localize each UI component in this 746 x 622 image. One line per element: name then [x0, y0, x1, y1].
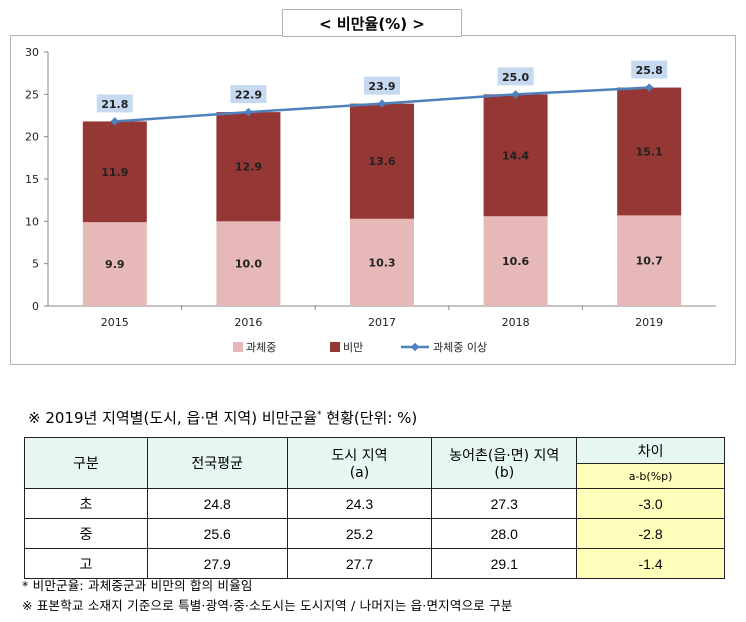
data-label-obese: 15.1: [636, 145, 663, 158]
bar-obese: [216, 112, 281, 222]
line-label-box: [96, 94, 133, 113]
cell-urban: 25.2: [286, 518, 433, 549]
line-data-label: 25.0: [502, 71, 529, 84]
table-title: ※ 2019년 지역별(도시, 읍·면 지역) 비만군율* 현황(단위: %): [28, 409, 418, 427]
bar-overweight: [483, 216, 548, 306]
line-data-label: 22.9: [235, 89, 262, 102]
cell-rural: 29.1: [431, 548, 578, 579]
cell-diff: -1.4: [576, 548, 725, 579]
x-tick-label: 2017: [368, 316, 396, 329]
line-point: [377, 99, 387, 108]
bar-obese: [82, 121, 147, 223]
legend-label: 과체중: [246, 341, 276, 354]
line-label-box: [230, 85, 267, 104]
line-label-box: [631, 60, 668, 79]
x-tick-label: 2019: [635, 316, 663, 329]
legend-swatch: [233, 342, 243, 352]
row-label: 초: [24, 488, 148, 519]
footnote-definition: * 비만군율: 과체중군과 비만의 합의 비율임: [22, 578, 253, 593]
table-header-row: 구분 전국평균 도시 지역 (a) 농어촌(읍·면) 지역 (b) 차이: [24, 437, 725, 489]
bar-overweight: [617, 215, 682, 306]
data-label-obese: 14.4: [502, 149, 529, 162]
region-table: 구분 전국평균 도시 지역 (a) 농어촌(읍·면) 지역 (b) 차이 a-b(%…: [24, 437, 725, 579]
cell-national: 25.6: [146, 518, 288, 549]
cell-rural: 28.0: [431, 518, 578, 549]
bar-obese: [350, 103, 414, 219]
y-tick-label: 10: [25, 215, 39, 228]
cell-national: 27.9: [146, 548, 288, 579]
x-tick-label: 2018: [502, 316, 530, 329]
y-tick-label: 30: [25, 46, 39, 59]
data-label-overweight: 9.9: [105, 258, 125, 271]
header-national: 전국평균: [146, 437, 288, 489]
line-label-box: [364, 76, 400, 95]
bar-overweight: [350, 218, 414, 306]
line-point: [244, 107, 253, 117]
line-point: [110, 117, 120, 126]
cell-diff: -3.0: [576, 488, 725, 519]
cell-diff: -2.8: [576, 518, 725, 549]
legend-label: 비만: [343, 341, 363, 354]
y-tick-label: 20: [25, 131, 39, 144]
bar-obese: [483, 94, 548, 217]
row-label: 고: [24, 548, 148, 579]
y-tick-label: 0: [32, 300, 39, 313]
data-label-overweight: 10.6: [502, 255, 529, 268]
data-label-overweight: 10.7: [636, 255, 663, 268]
header-diff: 차이: [576, 437, 725, 464]
table-row: 고 27.9 27.7 29.1 -1.4: [24, 548, 725, 579]
chart-title: < 비만율(%) >: [282, 9, 462, 37]
header-rural: 농어촌(읍·면) 지역 (b): [431, 437, 578, 489]
data-label-overweight: 10.0: [235, 258, 262, 271]
bar-overweight: [82, 222, 147, 306]
table-row: 초 24.8 24.3 27.3 -3.0: [24, 488, 725, 519]
x-tick-label: 2016: [234, 316, 262, 329]
legend-label: 과체중 이상: [433, 341, 487, 354]
cell-national: 24.8: [146, 488, 288, 519]
data-label-obese: 11.9: [101, 166, 128, 179]
cell-urban: 27.7: [286, 548, 433, 579]
data-label-overweight: 10.3: [368, 256, 395, 269]
data-label-obese: 12.9: [235, 161, 262, 174]
y-tick-label: 15: [25, 173, 39, 186]
data-label-obese: 13.6: [368, 155, 395, 168]
obesity-chart: 0 5 10 15 20 25 30 9.9 11.9 2015 10.0 12.9 2016 10.3 1…: [25, 46, 716, 354]
table-row: 중 25.6 25.2 28.0 -2.8: [24, 518, 725, 549]
y-tick-label: 5: [32, 258, 39, 271]
line-data-label: 21.8: [101, 98, 128, 111]
row-label: 중: [24, 518, 148, 549]
cell-rural: 27.3: [431, 488, 578, 519]
bar-obese: [617, 87, 682, 216]
legend-marker: [410, 342, 420, 352]
header-diff-unit: a-b(%p): [576, 463, 725, 489]
header-urban: 도시 지역 (a): [286, 437, 433, 489]
footnote-region-criteria: ※ 표본학교 소재지 기준으로 특별·광역·중·소도시는 도시지역 / 나머지는…: [22, 598, 513, 613]
line-label-box: [497, 67, 534, 86]
legend-swatch: [330, 342, 340, 352]
x-tick-label: 2015: [101, 316, 129, 329]
line-data-label: 25.8: [636, 64, 663, 77]
header-category: 구분: [24, 437, 148, 489]
cell-urban: 24.3: [286, 488, 433, 519]
line-data-label: 23.9: [368, 80, 395, 93]
y-tick-label: 25: [25, 88, 39, 101]
bar-overweight: [216, 221, 281, 306]
